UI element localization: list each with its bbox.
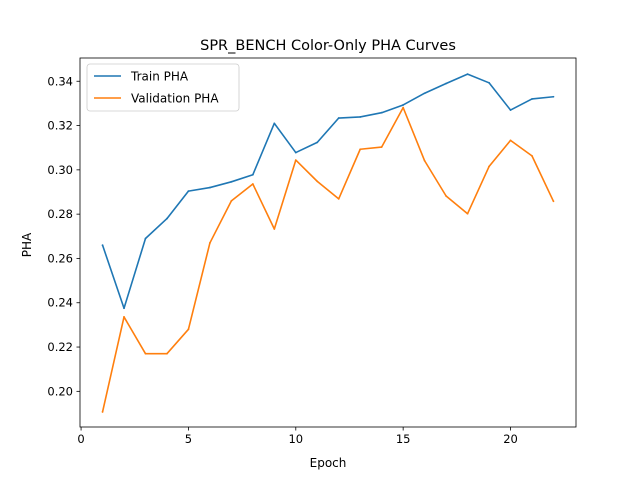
train-pha-point [509,109,512,111]
validation-pha-point [273,228,276,230]
validation-pha-point [466,212,469,215]
validation-pha-point [402,106,405,109]
legend-box [86,63,240,112]
y-axis: 0.20 0.22 0.24 0.26 0.28 0.30 0.32 0.34 [47,74,80,398]
train-pha-point [337,117,340,119]
x-tick-label: 0 [77,432,84,446]
validation-pha-point [123,316,125,318]
train-pha-point [359,116,362,118]
train-pha-point [402,104,405,106]
validation-pha-point [187,328,190,331]
validation-pha-point [166,352,168,355]
legend-label-train-pha: Train PHA [130,70,189,84]
train-pha-point [209,186,211,189]
train-pha-point [144,237,147,240]
train-pha-line [101,73,554,310]
validation-pha-point [380,146,383,148]
validation-pha-point [509,139,512,142]
train-pha-point [166,217,168,220]
train-pha-point [230,180,233,183]
validation-pha-point [144,352,147,355]
y-axis-label: PHA [20,232,34,257]
validation-pha-point [316,180,319,183]
train-pha-point [294,151,297,154]
validation-pha-point [209,242,211,244]
train-pha-point [187,190,190,193]
validation-pha-line [101,106,555,413]
y-tick-label: 0.22 [47,340,73,354]
train-pha-point [466,73,469,76]
train-pha-point [380,111,383,114]
validation-pha-point [531,154,533,157]
validation-pha-point [294,159,297,162]
plot-frame [79,57,577,428]
validation-pha-point [359,148,362,151]
x-tick-label: 20 [503,432,518,446]
chart-title: SPR_BENCH Color-Only PHA Curves [200,38,456,54]
plot-area [79,57,577,428]
x-tick-label: 5 [185,432,192,446]
train-pha-point [445,82,447,85]
validation-pha-point [101,411,104,413]
x-axis-label: Epoch [310,456,347,470]
x-tick-label: 15 [396,432,411,446]
validation-pha-point [423,159,426,162]
y-tick-label: 0.26 [47,251,73,265]
train-pha-point [101,244,104,247]
validation-pha-point [230,199,233,202]
validation-pha-point [251,183,254,185]
train-pha-point [531,98,533,100]
y-tick-label: 0.20 [47,384,73,398]
y-tick-label: 0.28 [47,207,73,221]
train-pha-point [123,307,125,310]
legend-label-validation-pha: Validation PHA [131,92,219,106]
train-pha-point [552,95,555,98]
x-tick-label: 10 [288,432,303,446]
train-pha-point [316,141,319,144]
train-pha-point [251,173,254,176]
train-pha-point [273,122,276,125]
y-tick-label: 0.24 [47,296,73,310]
validation-pha-point [488,165,490,168]
validation-pha-point [552,200,555,203]
y-tick-label: 0.32 [47,119,73,133]
y-tick-label: 0.30 [47,163,73,177]
train-pha-point [423,92,426,95]
legend: Train PHA Validation PHA [86,63,240,112]
y-tick-label: 0.34 [47,74,73,88]
train-pha-point [488,81,490,84]
series-layer [101,73,555,413]
validation-pha-point [445,195,447,197]
validation-pha-point [337,197,340,200]
x-axis: 0 5 10 15 20 [77,427,518,446]
